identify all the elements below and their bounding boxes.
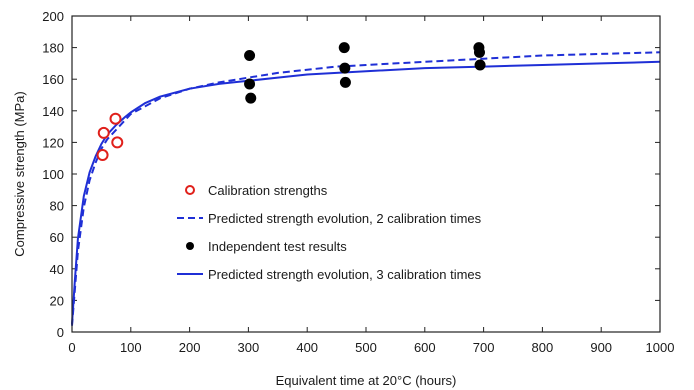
y-tick-label: 0 bbox=[57, 325, 64, 340]
calibration-point bbox=[111, 136, 124, 149]
y-tick-label: 120 bbox=[42, 135, 64, 150]
calibration-point bbox=[109, 112, 122, 125]
test-result-point bbox=[473, 46, 485, 58]
test-result-point bbox=[474, 59, 486, 71]
legend-label: Predicted strength evolution, 2 calibrat… bbox=[208, 211, 482, 226]
x-tick-label: 600 bbox=[414, 340, 436, 355]
y-tick-label: 140 bbox=[42, 104, 64, 119]
legend-background bbox=[170, 176, 565, 290]
test-result-point bbox=[244, 50, 256, 61]
line-3-calibration-times bbox=[71, 60, 661, 325]
x-tick-label: 500 bbox=[355, 340, 377, 355]
test-result-point bbox=[338, 42, 350, 54]
x-tick-label: 900 bbox=[590, 340, 612, 355]
legend-label: Predicted strength evolution, 3 calibrat… bbox=[208, 267, 482, 282]
line-2-calibration-times bbox=[71, 51, 661, 326]
test-result-point bbox=[339, 62, 351, 74]
y-tick-label: 160 bbox=[42, 72, 64, 87]
legend-label: Calibration strengths bbox=[208, 183, 328, 198]
x-tick-label: 300 bbox=[238, 340, 260, 355]
calibration-point bbox=[97, 126, 110, 139]
x-tick-label: 400 bbox=[296, 340, 318, 355]
y-tick-label: 200 bbox=[42, 9, 64, 24]
x-tick-label: 0 bbox=[68, 340, 75, 355]
x-tick-label: 700 bbox=[473, 340, 495, 355]
test-result-point bbox=[245, 92, 257, 104]
x-tick-label: 100 bbox=[120, 340, 142, 355]
series-lines bbox=[71, 51, 661, 326]
legend-swatch-filled-circle bbox=[186, 242, 194, 250]
y-tick-label: 60 bbox=[50, 230, 64, 245]
test-result-point bbox=[244, 78, 256, 90]
test-result-point bbox=[339, 76, 351, 88]
legend-swatch-open-circle bbox=[185, 185, 195, 195]
calibration-point bbox=[96, 149, 109, 162]
y-tick-label: 40 bbox=[50, 262, 64, 277]
axis-ticks: 0 100 200 300 400 500 600 700 800 900 1000 0 20 40 60 8… bbox=[42, 9, 674, 355]
y-tick-label: 100 bbox=[42, 167, 64, 182]
y-axis-title: Compressive strength (MPa) bbox=[12, 91, 27, 256]
series-points bbox=[96, 42, 486, 162]
legend-label: Independent test results bbox=[208, 239, 347, 254]
x-tick-label: 200 bbox=[179, 340, 201, 355]
plot-frame bbox=[71, 15, 661, 333]
x-tick-label: 800 bbox=[532, 340, 554, 355]
x-axis-title: Equivalent time at 20°C (hours) bbox=[276, 373, 457, 388]
y-tick-label: 180 bbox=[42, 41, 64, 56]
y-tick-label: 20 bbox=[50, 293, 64, 308]
x-tick-label: 1000 bbox=[646, 340, 675, 355]
y-tick-label: 80 bbox=[50, 199, 64, 214]
legend: Calibration strengths Predicted strength … bbox=[170, 176, 565, 290]
